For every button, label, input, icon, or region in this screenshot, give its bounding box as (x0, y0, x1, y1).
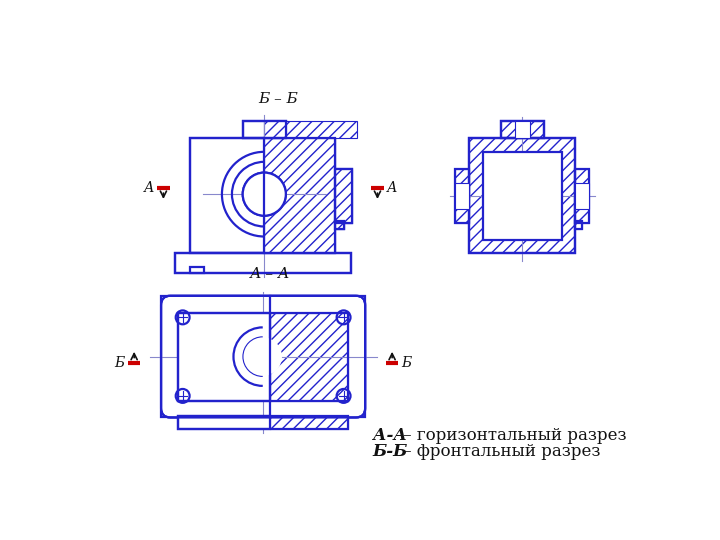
Text: А: А (144, 181, 154, 195)
Bar (178, 416, 348, 429)
Bar (178, 313, 271, 401)
Text: – горизонтальный разрез: – горизонтальный разрез (398, 428, 627, 444)
Bar (469, 138, 575, 253)
Bar (264, 138, 335, 253)
Bar (469, 138, 575, 253)
Bar (335, 221, 344, 229)
Bar (264, 121, 356, 138)
Bar (161, 296, 365, 417)
Bar (264, 121, 286, 138)
Bar (455, 183, 469, 209)
Text: – фронтальный разрез: – фронтальный разрез (398, 443, 600, 460)
Bar (190, 138, 335, 253)
Bar (455, 169, 469, 222)
Bar (516, 121, 530, 138)
Bar (243, 121, 286, 138)
Bar (335, 169, 352, 222)
Bar (243, 121, 286, 138)
Bar (575, 221, 582, 229)
Text: Б: Б (401, 356, 412, 370)
Bar (335, 169, 352, 222)
Text: А-А: А-А (373, 428, 407, 444)
Circle shape (243, 338, 282, 376)
Text: А – А: А – А (251, 267, 291, 281)
Text: Б-Б: Б-Б (373, 443, 408, 460)
Circle shape (243, 173, 286, 215)
Bar (335, 221, 344, 229)
Text: Б: Б (114, 356, 125, 370)
Text: Б – Б: Б – Б (258, 92, 298, 106)
Bar (271, 416, 348, 429)
Bar (271, 313, 348, 401)
Bar (501, 121, 544, 138)
Bar (175, 253, 351, 273)
Bar (575, 169, 589, 222)
Bar (575, 183, 589, 209)
Bar (575, 169, 589, 222)
Bar (335, 169, 352, 222)
Bar (575, 221, 582, 229)
Bar (190, 267, 204, 273)
Bar (335, 221, 344, 229)
Bar (178, 313, 348, 401)
Bar (175, 253, 351, 273)
Bar (190, 138, 335, 253)
Bar (483, 152, 562, 240)
Text: А: А (387, 181, 397, 195)
Bar (178, 416, 271, 429)
Bar (455, 169, 469, 222)
Bar (501, 121, 544, 138)
FancyBboxPatch shape (161, 296, 365, 417)
